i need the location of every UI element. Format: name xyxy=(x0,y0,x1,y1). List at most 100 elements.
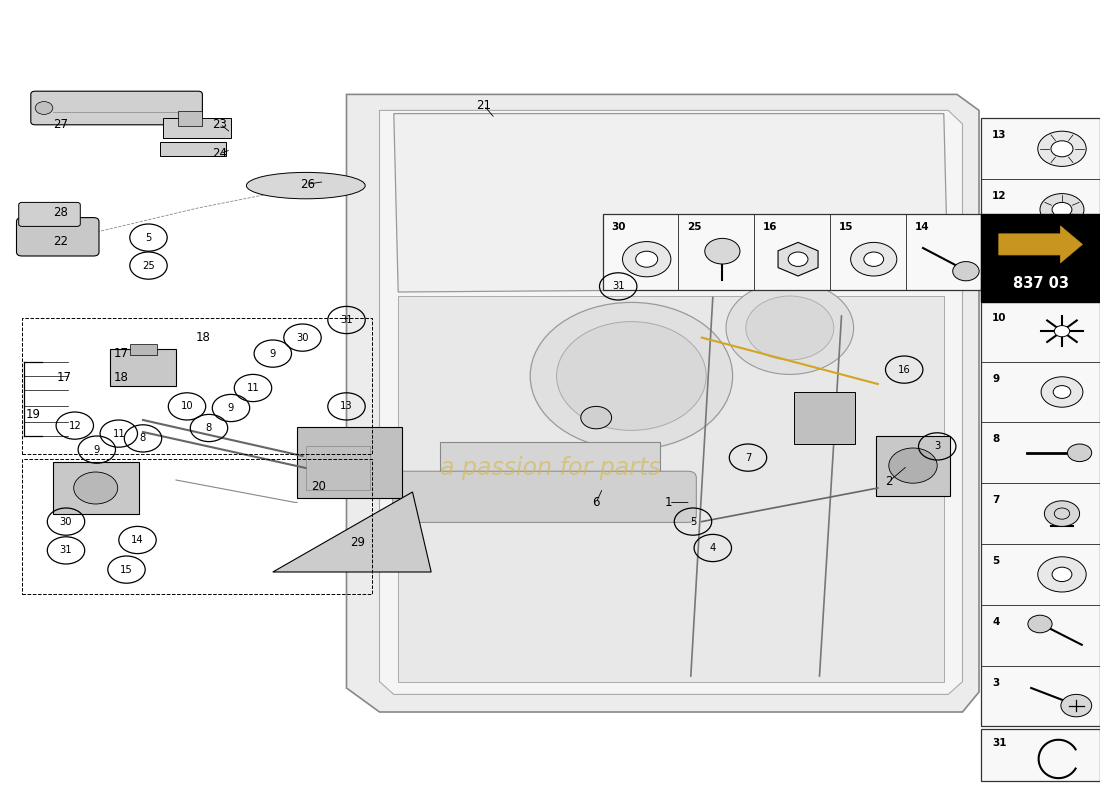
Circle shape xyxy=(1041,377,1082,407)
Circle shape xyxy=(1053,386,1070,398)
Polygon shape xyxy=(778,242,818,276)
Text: 20: 20 xyxy=(311,480,327,493)
Bar xyxy=(163,118,231,138)
Text: 11: 11 xyxy=(992,252,1007,262)
Text: 11: 11 xyxy=(112,429,125,438)
Bar xyxy=(22,318,372,454)
Text: 31: 31 xyxy=(340,315,353,325)
Circle shape xyxy=(530,302,733,450)
Bar xyxy=(755,214,829,290)
Text: 5: 5 xyxy=(145,233,152,242)
Bar xyxy=(981,179,1100,240)
Text: 9: 9 xyxy=(270,349,276,358)
Text: 8: 8 xyxy=(992,434,1000,445)
Bar xyxy=(178,111,202,126)
FancyBboxPatch shape xyxy=(393,471,696,522)
Text: 25: 25 xyxy=(142,261,155,270)
Circle shape xyxy=(1037,131,1086,166)
Circle shape xyxy=(705,238,740,264)
Circle shape xyxy=(1027,615,1052,633)
Bar xyxy=(876,436,950,496)
Text: 15: 15 xyxy=(838,222,854,232)
Circle shape xyxy=(789,252,808,266)
Text: 7: 7 xyxy=(992,495,1000,506)
Text: 27: 27 xyxy=(53,118,68,130)
Text: 2: 2 xyxy=(886,475,892,488)
Text: 23: 23 xyxy=(212,118,228,130)
Bar xyxy=(829,214,905,290)
Bar xyxy=(981,301,1100,362)
Bar xyxy=(130,344,157,355)
Text: 24: 24 xyxy=(212,147,228,160)
Circle shape xyxy=(581,406,612,429)
Text: 4: 4 xyxy=(710,543,716,553)
Text: 11: 11 xyxy=(246,383,260,393)
Text: 3: 3 xyxy=(992,678,1000,688)
Text: 6: 6 xyxy=(593,496,600,509)
Circle shape xyxy=(1040,194,1084,226)
Text: 12: 12 xyxy=(68,421,81,430)
Bar xyxy=(981,483,1100,544)
Bar xyxy=(603,214,981,290)
Circle shape xyxy=(1052,567,1071,582)
Text: 9: 9 xyxy=(94,445,100,454)
Bar xyxy=(981,240,1100,301)
Bar xyxy=(22,459,372,594)
Bar xyxy=(440,442,660,488)
Circle shape xyxy=(1052,202,1071,217)
Polygon shape xyxy=(346,94,979,712)
Circle shape xyxy=(889,448,937,483)
Bar xyxy=(905,214,981,290)
Circle shape xyxy=(953,262,979,281)
Text: 13: 13 xyxy=(340,402,353,411)
Polygon shape xyxy=(999,226,1082,263)
Bar xyxy=(160,142,226,156)
Circle shape xyxy=(850,242,896,276)
Text: 7: 7 xyxy=(745,453,751,462)
Circle shape xyxy=(35,102,53,114)
Circle shape xyxy=(864,252,883,266)
Text: 16: 16 xyxy=(763,222,778,232)
FancyBboxPatch shape xyxy=(19,202,80,226)
Text: 29: 29 xyxy=(350,536,365,549)
Text: 16: 16 xyxy=(898,365,911,374)
Circle shape xyxy=(1060,694,1091,717)
Circle shape xyxy=(1044,501,1079,526)
Bar xyxy=(981,729,1100,781)
Text: 8: 8 xyxy=(140,434,146,443)
Text: 31: 31 xyxy=(59,546,73,555)
Ellipse shape xyxy=(246,172,365,199)
Bar xyxy=(603,214,679,290)
Circle shape xyxy=(746,296,834,360)
Text: 25: 25 xyxy=(688,222,702,232)
Circle shape xyxy=(1054,326,1069,337)
Text: S: S xyxy=(796,138,854,217)
Bar xyxy=(306,446,370,490)
Polygon shape xyxy=(398,296,944,682)
Text: 3: 3 xyxy=(934,442,940,451)
Text: 837 03: 837 03 xyxy=(1013,277,1068,291)
Text: 17: 17 xyxy=(113,347,129,360)
Text: 21: 21 xyxy=(476,99,492,112)
Text: 30: 30 xyxy=(296,333,309,342)
Bar xyxy=(679,214,755,290)
Text: 9: 9 xyxy=(228,403,234,413)
Text: 10: 10 xyxy=(180,402,194,411)
FancyBboxPatch shape xyxy=(16,218,99,256)
Text: 14: 14 xyxy=(914,222,928,232)
Circle shape xyxy=(1037,557,1086,592)
Bar xyxy=(981,118,1100,726)
Bar xyxy=(53,462,139,514)
Bar xyxy=(981,666,1100,726)
Text: 12: 12 xyxy=(992,191,1007,202)
Text: 9: 9 xyxy=(992,374,999,384)
Bar xyxy=(981,362,1100,422)
Circle shape xyxy=(1067,444,1091,462)
Bar xyxy=(110,349,176,386)
FancyBboxPatch shape xyxy=(31,91,202,125)
Text: 4: 4 xyxy=(992,617,1000,627)
Text: 31: 31 xyxy=(992,738,1007,748)
Circle shape xyxy=(623,242,671,277)
Text: 8: 8 xyxy=(206,423,212,433)
Circle shape xyxy=(74,472,118,504)
